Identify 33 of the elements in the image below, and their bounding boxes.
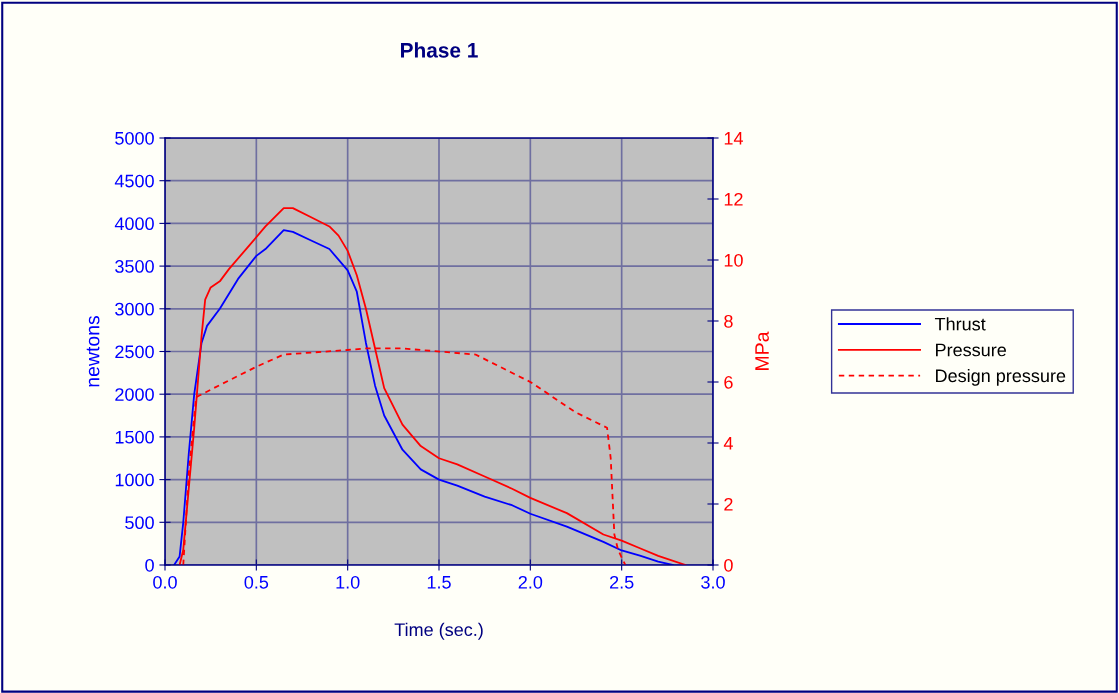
y2-axis-title: MPa	[755, 331, 769, 370]
y2-tick-label: 10	[724, 253, 743, 267]
legend-label: Thrust	[934, 317, 986, 331]
y-tick-label: 3000	[115, 302, 154, 316]
legend-label: Pressure	[936, 343, 1006, 357]
y2-tick-label: 8	[724, 314, 733, 328]
y-tick-label: 4000	[114, 217, 154, 231]
x-tick-label: 2.5	[610, 575, 634, 589]
y-tick-label: 3500	[115, 260, 154, 273]
y2-tick-label: 14	[724, 132, 743, 145]
x-axis-title: Time (sec.)	[394, 622, 483, 640]
x-tick-label: 3.0	[701, 575, 725, 589]
y-tick-label: 1500	[115, 430, 154, 444]
x-tick-label: 1.0	[336, 575, 360, 589]
y-tick-label: 0	[145, 558, 154, 572]
x-tick-label: 0.5	[244, 575, 269, 589]
x-tick-label: 2.0	[518, 575, 543, 589]
y2-tick-label: 4	[723, 437, 733, 450]
y-tick-label: 4500	[114, 174, 154, 188]
y-tick-label: 5000	[115, 131, 154, 145]
x-tick-label: 0.0	[153, 575, 177, 589]
y-tick-label: 2500	[115, 345, 154, 359]
y-tick-label: 1000	[115, 473, 154, 487]
y-tick-label: 500	[125, 516, 154, 530]
legend-label: Design pressure	[936, 368, 1066, 386]
y2-tick-label: 0	[724, 558, 733, 572]
y2-tick-label: 2	[724, 497, 733, 511]
y2-tick-label: 12	[724, 192, 743, 206]
x-tick-label: 1.5	[427, 576, 451, 589]
y2-tick-label: 6	[724, 375, 733, 389]
y-axis-title: newtons	[86, 315, 100, 387]
chart-title: Phase 1	[401, 42, 478, 58]
y-tick-label: 2000	[115, 388, 154, 401]
